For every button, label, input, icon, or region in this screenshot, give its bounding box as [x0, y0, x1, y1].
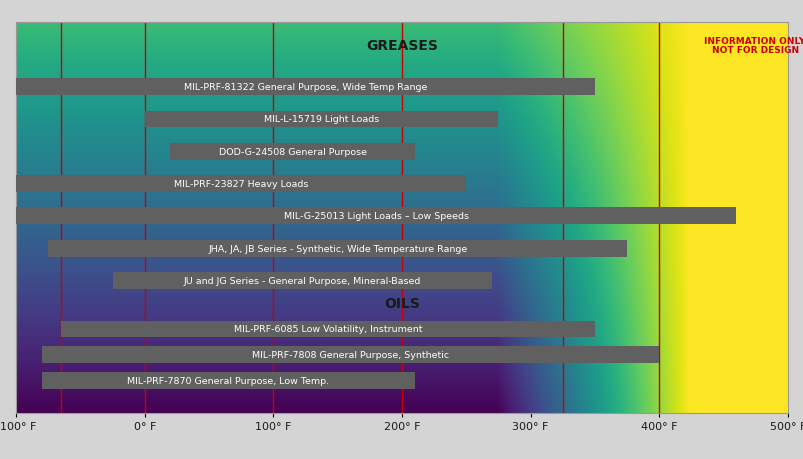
- Text: INFORMATION ONLY;
NOT FOR DESIGN: INFORMATION ONLY; NOT FOR DESIGN: [703, 36, 803, 55]
- Text: OILS: OILS: [384, 297, 419, 310]
- Text: GREASES: GREASES: [365, 39, 438, 52]
- Text: MIL-L-15719 Light Loads: MIL-L-15719 Light Loads: [263, 115, 379, 124]
- Bar: [145, 111, 498, 128]
- Bar: [42, 372, 414, 389]
- Text: MIL-PRF-7808 General Purpose, Synthetic: MIL-PRF-7808 General Purpose, Synthetic: [251, 351, 449, 359]
- Bar: [170, 144, 414, 160]
- Text: MIL-G-25013 Light Loads – Low Speeds: MIL-G-25013 Light Loads – Low Speeds: [283, 212, 468, 221]
- Text: JU and JG Series - General Purpose, Mineral-Based: JU and JG Series - General Purpose, Mine…: [183, 276, 421, 285]
- Text: MIL-PRF-81322 General Purpose, Wide Temp Range: MIL-PRF-81322 General Purpose, Wide Temp…: [184, 83, 426, 92]
- Bar: [61, 321, 594, 338]
- Bar: [16, 79, 594, 96]
- Text: MIL-PRF-6085 Low Volatility, Instrument: MIL-PRF-6085 Low Volatility, Instrument: [234, 325, 422, 334]
- Bar: [42, 347, 658, 364]
- Text: JHA, JA, JB Series - Synthetic, Wide Temperature Range: JHA, JA, JB Series - Synthetic, Wide Tem…: [208, 244, 467, 253]
- Bar: [112, 273, 491, 289]
- Text: MIL-PRF-23827 Heavy Loads: MIL-PRF-23827 Heavy Loads: [173, 179, 308, 189]
- Text: DOD-G-24508 General Purpose: DOD-G-24508 General Purpose: [218, 147, 366, 157]
- Bar: [16, 208, 736, 225]
- Text: MIL-PRF-7870 General Purpose, Low Temp.: MIL-PRF-7870 General Purpose, Low Temp.: [127, 376, 329, 386]
- Bar: [16, 176, 466, 193]
- Bar: [48, 240, 626, 257]
